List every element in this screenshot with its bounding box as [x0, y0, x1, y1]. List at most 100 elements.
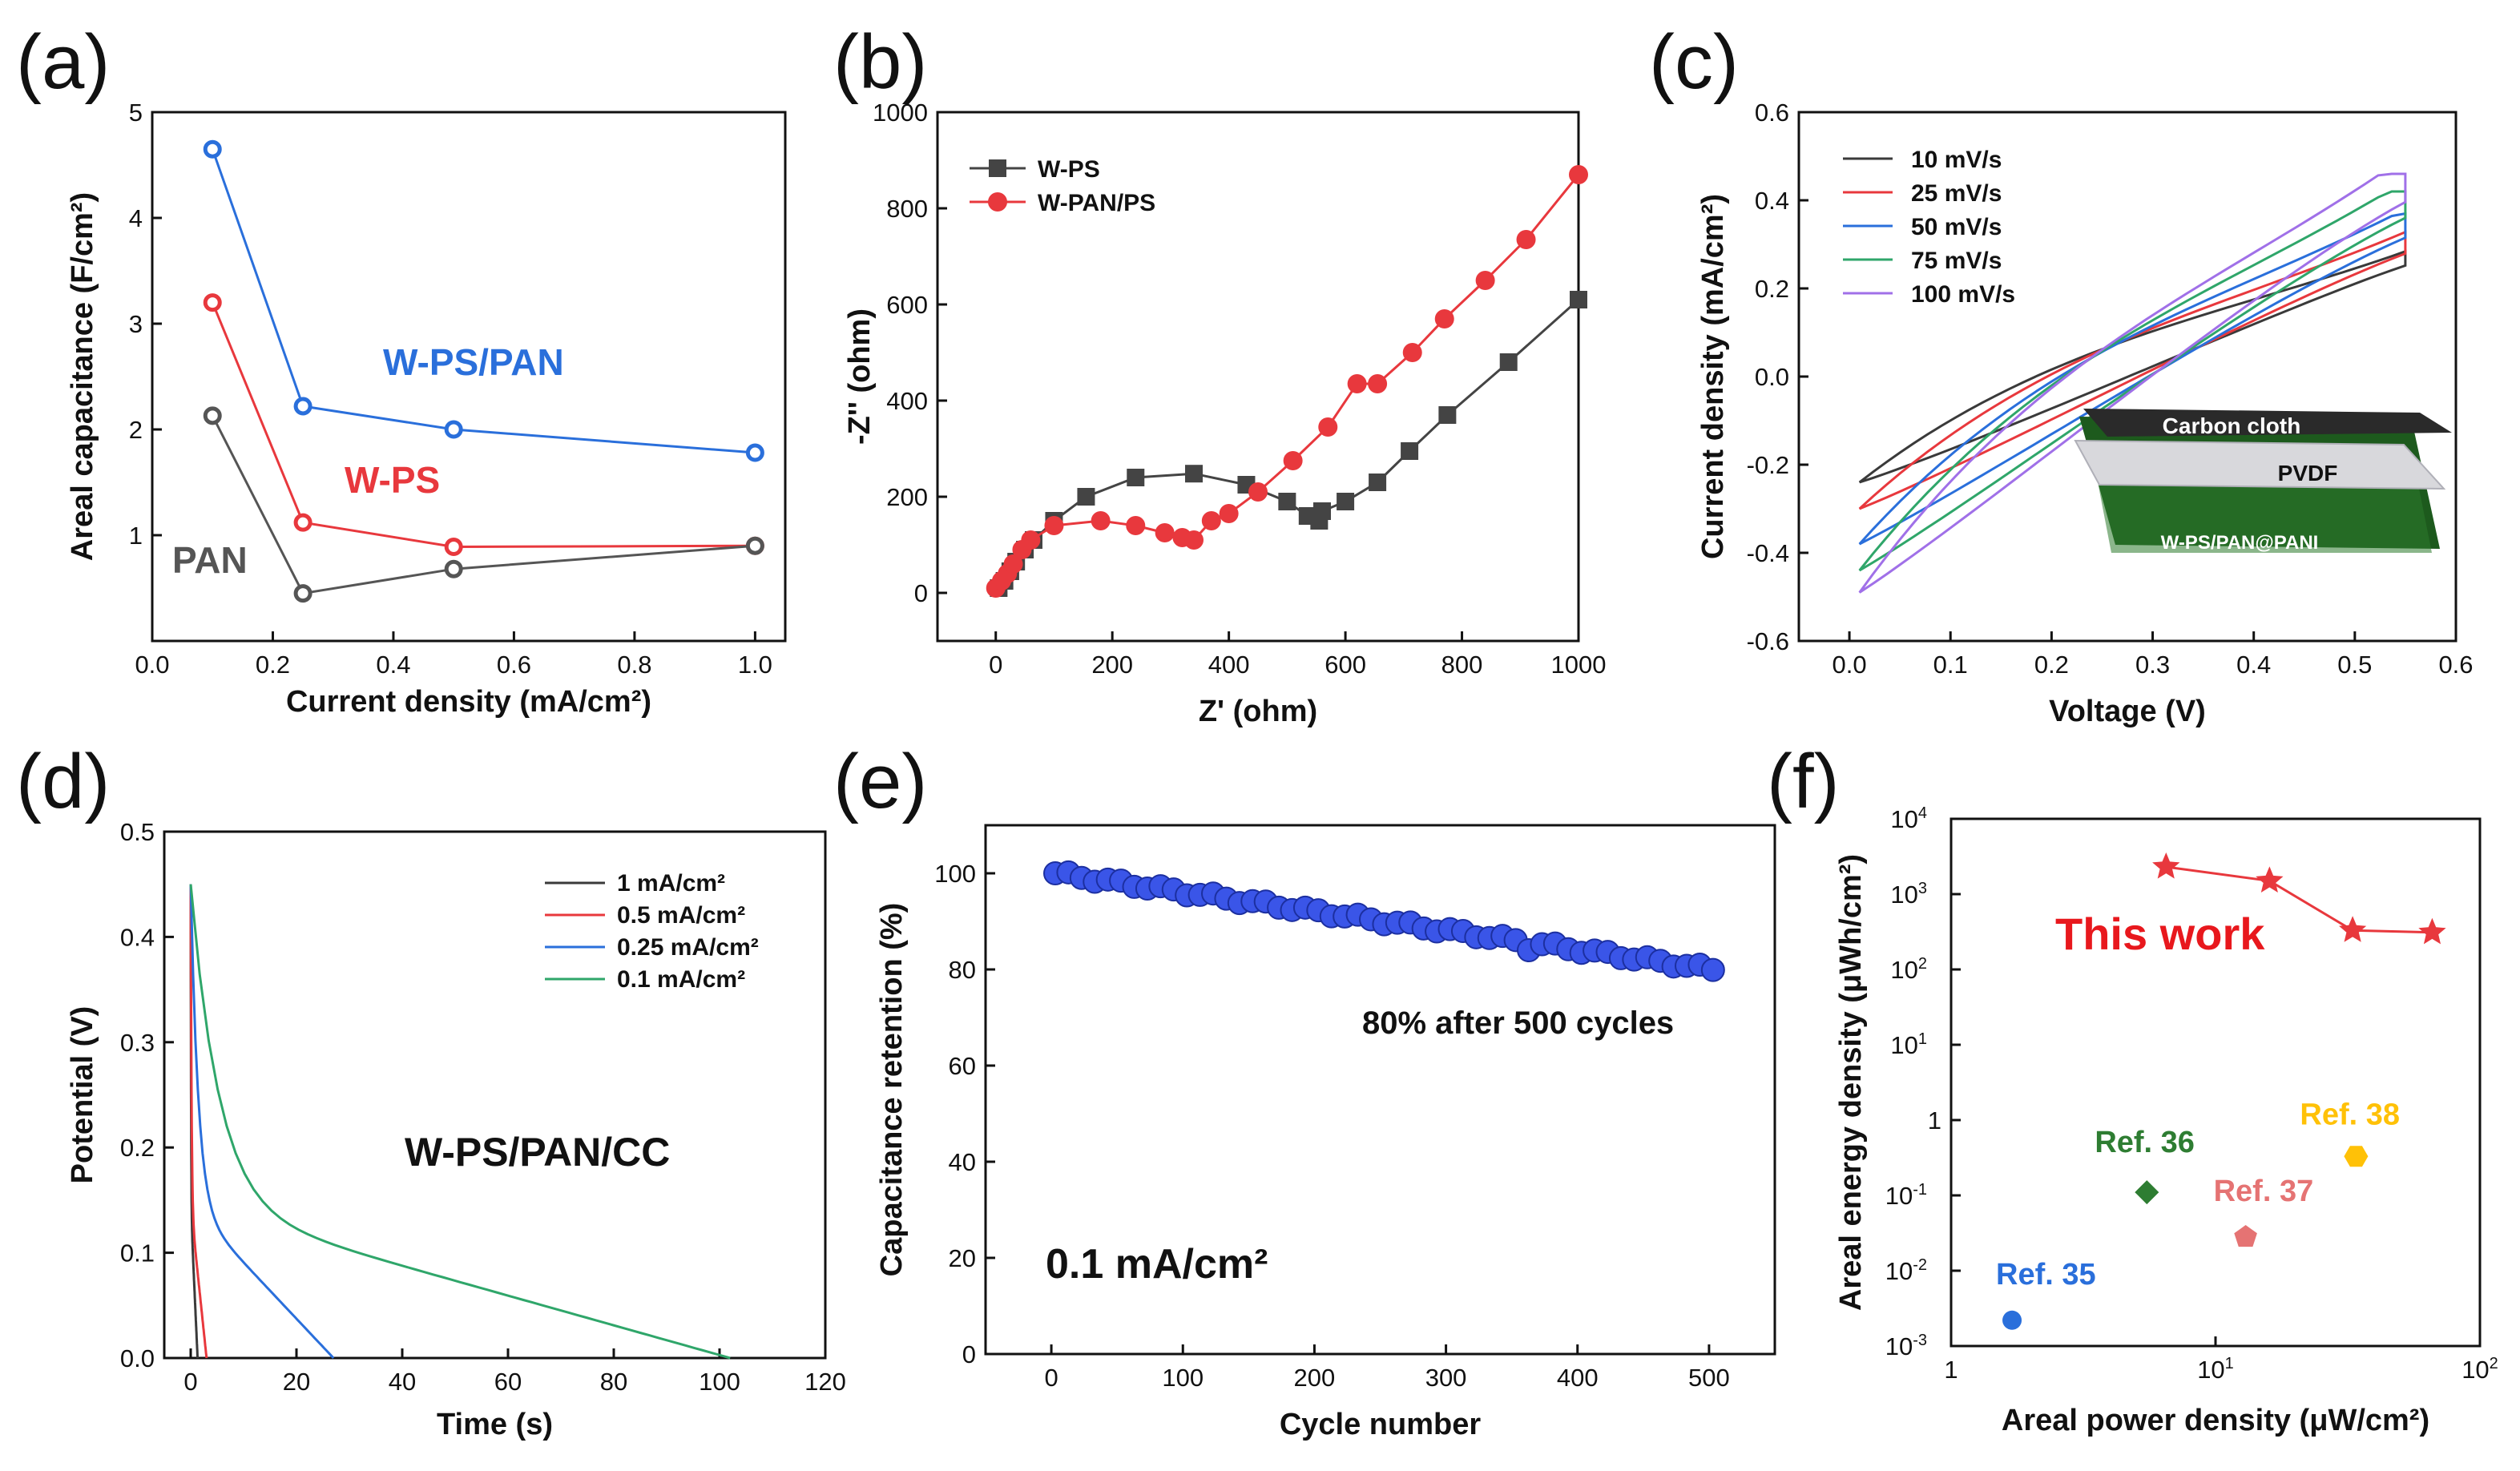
discharge-curve-0-5 — [189, 884, 208, 1359]
series-line-w-ps — [211, 302, 756, 549]
data-point-w-ps — [1570, 291, 1587, 308]
y-axis-label-d: Potential (V) — [66, 1006, 99, 1184]
legend-label: 0.25 mA/cm² — [617, 934, 759, 961]
data-point-w-ps/pan — [293, 397, 312, 416]
legend-label: 0.5 mA/cm² — [617, 902, 745, 929]
x-tick-label-d: 60 — [494, 1368, 522, 1396]
data-point-w-pan-ps — [1569, 165, 1588, 184]
chart-d: 0 20 40 60 80 100 120 0.0 0.1 0.2 0.3 0.4 0.5 Time (s… — [66, 818, 846, 1441]
y-tick-label-f: 101 — [1890, 1030, 1927, 1059]
y-tick-label-c: 0.6 — [1755, 99, 1789, 127]
y-tick-label-a: 5 — [129, 99, 143, 127]
y-tick-label-f: 10-3 — [1885, 1332, 1927, 1360]
data-point-w-pan-ps — [1219, 504, 1239, 523]
x-tick-label-f: 101 — [2197, 1355, 2234, 1384]
this-work-label: This work — [2055, 909, 2265, 959]
y-tick-label-e: 100 — [934, 860, 976, 888]
plot-frame-e — [984, 824, 1776, 1356]
retention-point — [1700, 957, 1725, 982]
data-point-w-pan-ps — [1434, 309, 1454, 328]
this-work-star — [2256, 866, 2284, 893]
y-tick-label-b: 600 — [886, 291, 928, 319]
legend-label: 100 mV/s — [1911, 281, 2015, 308]
inset-layer-carbon-cloth — [2083, 409, 2452, 437]
x-tick-label-d: 120 — [804, 1368, 846, 1396]
y-tick-label-a: 3 — [129, 310, 143, 338]
y-tick-label-d: 0.4 — [120, 923, 155, 951]
legend-marker — [988, 192, 1007, 212]
x-tick-label-a: 0.4 — [376, 651, 410, 679]
data-point-w-ps — [293, 513, 312, 532]
y-tick-label-c: -0.6 — [1747, 627, 1789, 655]
panel-label-c: (c) — [1649, 19, 1739, 105]
x-tick-label-b: 400 — [1208, 651, 1250, 679]
y-tick-label-b: 200 — [886, 483, 928, 511]
chart-c: 0.0 0.1 0.2 0.3 0.4 0.5 0.6 -0.6 -0.4 -0.2 0.0 0.2 0… — [1696, 99, 2474, 728]
y-axis-label-e: Capacitance retention (%) — [875, 903, 909, 1277]
cv-loop-50mvs — [1858, 212, 2407, 546]
y-tick-label-f: 103 — [1890, 880, 1927, 909]
x-axis-label-b: Z' (ohm) — [1199, 695, 1317, 728]
data-point-w-ps — [1313, 502, 1331, 520]
x-axis-label-e: Cycle number — [1280, 1408, 1482, 1441]
series-line-pan — [211, 415, 756, 595]
y-tick-label-d: 0.3 — [120, 1029, 155, 1057]
x-tick-label-d: 0 — [183, 1368, 197, 1396]
x-tick-label-e: 200 — [1294, 1364, 1336, 1392]
data-point-pan — [745, 536, 764, 555]
data-point-w-pan-ps — [1184, 530, 1204, 550]
y-tick-label-d: 0.0 — [120, 1344, 155, 1372]
x-tick-label-a: 0.2 — [256, 651, 290, 679]
y-tick-label-c: 0.4 — [1755, 187, 1789, 215]
y-tick-label-d: 0.1 — [120, 1239, 155, 1267]
x-tick-label-c: 0.0 — [1833, 651, 1867, 679]
discharge-curve-0-1 — [189, 884, 731, 1360]
data-point-w-pan-ps — [1091, 511, 1111, 530]
x-axis-label-f: Areal power density (μW/cm²) — [2002, 1404, 2429, 1437]
legend-label: 10 mV/s — [1911, 147, 2002, 173]
y-tick-label-e: 40 — [949, 1148, 976, 1176]
data-point-w-pan-ps — [1021, 530, 1041, 550]
this-work-line — [2166, 865, 2433, 934]
series-annotation-w-ps/pan: W-PS/PAN — [383, 341, 564, 383]
data-point-pan — [293, 584, 312, 603]
this-work-star — [2418, 917, 2446, 945]
x-axis-label-c: Voltage (V) — [2049, 695, 2206, 728]
x-tick-label-c: 0.6 — [2438, 651, 2473, 679]
x-tick-label-c: 0.2 — [2034, 651, 2069, 679]
x-tick-label-f: 1 — [1944, 1356, 1958, 1384]
data-point-w-pan-ps — [1318, 417, 1338, 437]
data-point-w-pan-ps — [1126, 516, 1146, 535]
legend-label: W-PAN/PS — [1038, 190, 1155, 216]
y-tick-label-d: 0.2 — [120, 1134, 155, 1162]
panel-label-a: (a) — [16, 19, 110, 105]
x-tick-label-f: 102 — [2462, 1355, 2498, 1384]
data-point-w-ps — [203, 293, 222, 312]
chart-e: 0 100 200 300 400 500 0 20 40 60 80 100 Cycle number… — [875, 824, 1776, 1441]
x-axis-label-d: Time (s) — [437, 1408, 553, 1441]
chart-b: 0 200 400 600 800 1000 0 200 400 600 800 1000 Z' (oh… — [843, 99, 1606, 728]
y-tick-label-f: 10-2 — [1885, 1256, 1927, 1285]
panel-label-b: (b) — [833, 19, 927, 105]
cv-loop-25mvs — [1858, 230, 2407, 510]
y-tick-label-a: 2 — [129, 416, 143, 444]
y-tick-label-f: 10-1 — [1885, 1181, 1927, 1210]
data-point-w-ps — [444, 538, 463, 557]
data-point-w-pan-ps — [1248, 482, 1268, 502]
y-tick-label-f: 102 — [1890, 955, 1927, 984]
data-point-w-pan-ps — [1201, 511, 1221, 530]
inset-label-carbon-cloth: Carbon cloth — [2163, 413, 2301, 438]
y-tick-label-d: 0.5 — [120, 818, 155, 846]
y-tick-label-b: 800 — [886, 195, 928, 223]
x-tick-label-a: 0.0 — [135, 651, 169, 679]
inset-layer-pvdf — [2074, 439, 2446, 490]
panel-label-d: (d) — [16, 739, 110, 824]
y-axis-label-a: Areal capacitance (F/cm²) — [66, 192, 99, 561]
data-point-pan — [444, 559, 463, 578]
x-tick-label-e: 300 — [1425, 1364, 1467, 1392]
ref-label-36: Ref. 36 — [2095, 1126, 2195, 1159]
x-tick-label-d: 20 — [283, 1368, 310, 1396]
chart-f: 1 101 102 10-3 10-2 10-1 1 101 102 103 104 Areal po… — [1834, 804, 2498, 1437]
x-axis-label-a: Current density (mA/cm²) — [286, 685, 651, 719]
